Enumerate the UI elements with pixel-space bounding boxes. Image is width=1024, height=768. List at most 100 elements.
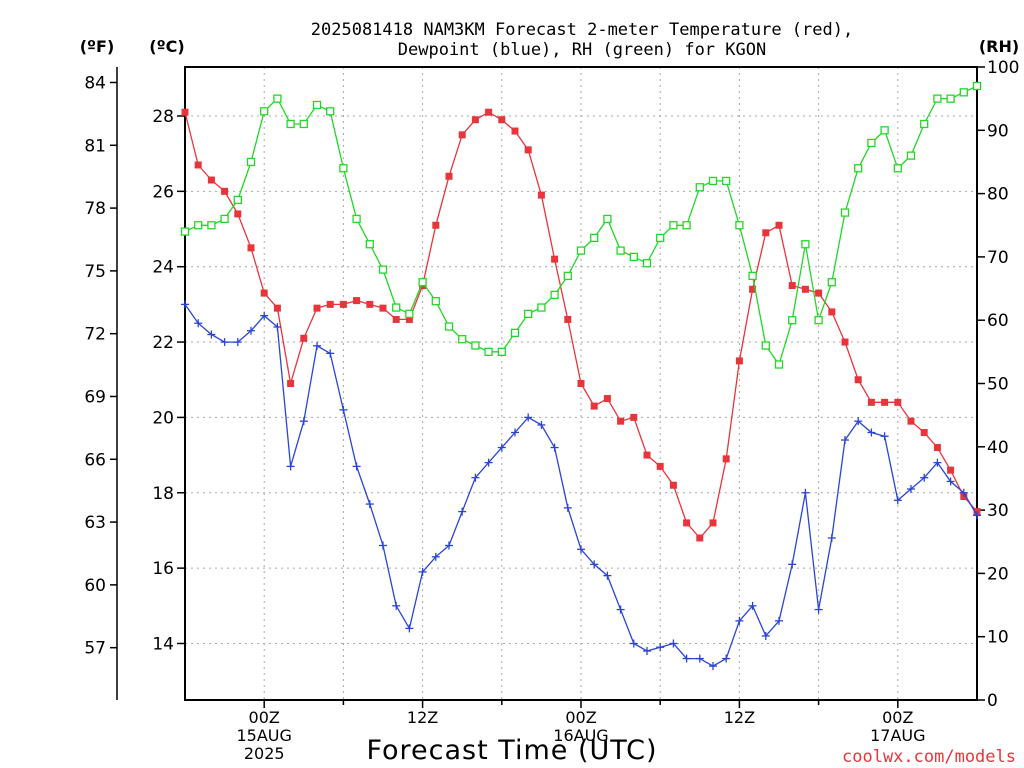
temperature-point (445, 172, 453, 180)
dewpoint-point (709, 662, 717, 671)
temperature-point (656, 462, 664, 470)
rh-point (827, 278, 836, 287)
temperature-point (815, 289, 823, 297)
dewpoint-point (682, 654, 691, 663)
temperature-point (485, 108, 493, 116)
x-tick-label: 12Z (724, 708, 755, 727)
temperature-point (841, 338, 849, 346)
dewpoint-point (326, 349, 335, 358)
dewpoint-point (563, 503, 572, 512)
rh-point (576, 246, 586, 255)
dewpoint-point (339, 405, 348, 414)
x-tick-label: 17AUG (870, 726, 925, 745)
temperature-point (643, 451, 651, 459)
celsius-tick-label: 22 (152, 333, 174, 353)
temperature-point (920, 428, 928, 436)
rh-point (299, 119, 308, 129)
dewpoint-point (959, 488, 968, 497)
temperature-point (234, 210, 242, 218)
rh-point (510, 328, 520, 338)
rh-point (788, 316, 797, 325)
rh-point (682, 221, 691, 230)
dewpoint-point (260, 311, 269, 320)
rh-tick-label: 20 (987, 564, 1009, 584)
dewpoint-point (484, 458, 493, 467)
fahrenheit-tick-label: 60 (84, 576, 106, 596)
rh-point (867, 138, 876, 148)
rh-point (761, 341, 770, 350)
rh-unit-label: (RH) (979, 37, 1019, 56)
rh-tick-label: 100 (987, 58, 1019, 78)
temperature-point (801, 285, 809, 293)
dewpoint-point (841, 436, 849, 445)
temperature-point (603, 395, 611, 403)
dewpoint-point (352, 462, 361, 471)
temperature-point (511, 127, 519, 135)
temperature-point (564, 315, 572, 323)
temperature-point (907, 417, 915, 425)
dewpoint-point (629, 639, 638, 648)
temperature-point (287, 380, 295, 387)
fahrenheit-tick-label: 78 (84, 199, 106, 219)
temperature-point (630, 413, 638, 421)
dewpoint-point (827, 533, 836, 542)
dewpoint-point (867, 428, 876, 437)
rh-point (959, 88, 968, 97)
temperature-point (854, 376, 862, 384)
rh-point (774, 360, 784, 369)
dewpoint-point (748, 601, 757, 610)
rh-point (880, 126, 889, 135)
rh-point (840, 208, 850, 217)
dewpoint-point (286, 462, 295, 471)
dewpoint-point (880, 432, 889, 441)
rh-point (524, 309, 533, 319)
temperature-point (181, 108, 189, 116)
celsius-tick-label: 28 (152, 107, 174, 127)
rh-point (946, 94, 955, 103)
temperature-point (788, 282, 796, 290)
dewpoint-point (590, 560, 599, 569)
rh-tick-label: 50 (987, 375, 1009, 395)
rh-tick-label: 40 (987, 438, 1009, 458)
x-tick-label: 12Z (407, 708, 438, 727)
temperature-point (432, 221, 440, 229)
rh-point (550, 290, 559, 300)
rh-point (207, 221, 216, 230)
temperature-point (590, 402, 598, 410)
temperature-point (894, 398, 902, 406)
dewpoint-point (273, 322, 282, 331)
dewpoint-point (801, 488, 810, 497)
rh-point (233, 195, 242, 205)
rh-point (933, 94, 942, 103)
fahrenheit-tick-label: 57 (84, 639, 106, 659)
dewpoint-point (643, 647, 651, 656)
dewpoint-point (735, 616, 744, 625)
dewpoint-point (946, 477, 955, 486)
dewpoint-point (405, 624, 414, 633)
temperature-point (353, 297, 361, 305)
temperature-point (709, 519, 717, 527)
axes: 14 16 18 20 22 24 26 28 57 60 63 66 69 72 75 78 81 84 0 10 2… (84, 58, 1019, 763)
temperature-point (867, 398, 875, 406)
rh-point (972, 81, 982, 91)
temperature-point (524, 146, 532, 154)
x-tick-label: 2025 (244, 744, 285, 763)
rh-point (563, 271, 572, 281)
grid-lines (185, 67, 977, 700)
fahrenheit-tick-label: 75 (84, 262, 106, 282)
rh-point (286, 119, 295, 129)
temperature-point (379, 304, 387, 312)
x-tick-label: 15AUG (236, 726, 291, 745)
temperature-point (537, 191, 545, 199)
rh-point (431, 297, 440, 306)
temperature-point (775, 221, 783, 229)
rh-point (722, 176, 731, 186)
rh-point (537, 303, 546, 312)
dewpoint-point (656, 643, 665, 652)
dewpoint-point (511, 428, 519, 437)
rh-point (378, 265, 388, 274)
dewpoint-point (365, 500, 374, 509)
temperature-point (498, 116, 506, 124)
rh-point (748, 271, 757, 281)
